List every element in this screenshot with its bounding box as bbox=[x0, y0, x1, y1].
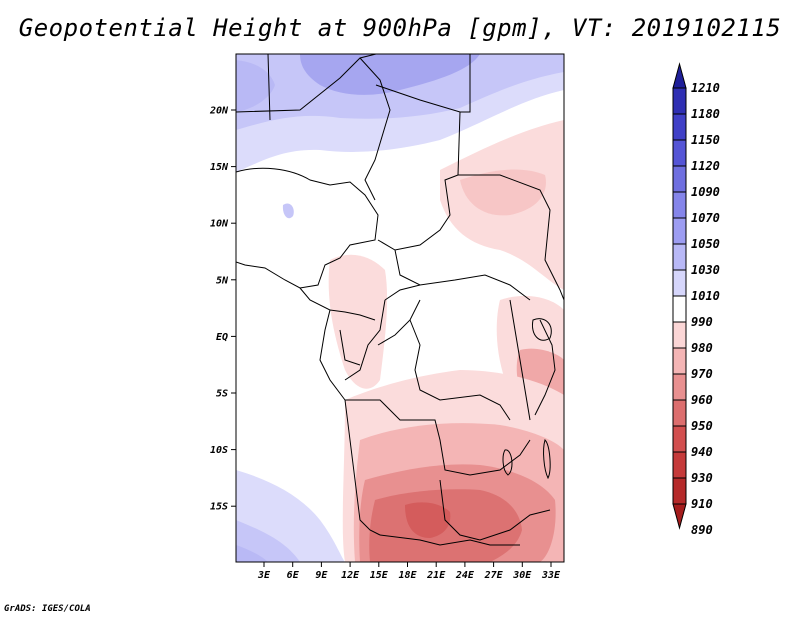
legend-swatch bbox=[672, 217, 687, 245]
legend-label: 990 bbox=[691, 315, 713, 329]
legend-swatch bbox=[672, 425, 687, 453]
legend-swatch bbox=[672, 295, 687, 323]
map-frame bbox=[235, 53, 565, 563]
lat-label: 10S bbox=[210, 445, 228, 456]
legend-label: 1050 bbox=[691, 237, 720, 251]
legend-swatch bbox=[672, 451, 687, 479]
legend-label: 1210 bbox=[691, 81, 720, 95]
legend-swatch bbox=[672, 373, 687, 401]
lon-label: 9E bbox=[315, 570, 328, 581]
legend-swatch bbox=[672, 165, 687, 193]
legend-swatch bbox=[672, 269, 687, 297]
color-legend: 1210 1180 1150 1120 1090 1070 1050 1030 1010 990 9… bbox=[672, 62, 720, 537]
lon-label: 24E bbox=[455, 570, 475, 581]
legend-swatch bbox=[672, 139, 687, 167]
legend-label: 890 bbox=[691, 523, 713, 537]
latitude-axis: 20N 15N 10N 5N EQ 5S 10S 15S bbox=[209, 106, 236, 513]
legend-label: 950 bbox=[691, 419, 713, 433]
legend-label: 960 bbox=[691, 393, 713, 407]
legend-label: 1180 bbox=[691, 107, 720, 121]
lat-label: 5N bbox=[216, 275, 229, 286]
lon-label: 21E bbox=[426, 570, 446, 581]
lon-label: 15E bbox=[370, 570, 389, 581]
lat-label: 15S bbox=[210, 502, 228, 513]
legend-label: 1030 bbox=[691, 263, 720, 277]
country-boundaries bbox=[236, 54, 564, 546]
legend-label: 970 bbox=[691, 367, 713, 381]
lon-label: 33E bbox=[541, 570, 561, 581]
legend-label: 1120 bbox=[691, 159, 720, 173]
legend-swatch bbox=[672, 113, 687, 141]
legend-swatch bbox=[672, 243, 687, 271]
legend-label: 1070 bbox=[691, 211, 720, 225]
lon-label: 27E bbox=[484, 570, 504, 581]
legend-label: 910 bbox=[691, 497, 713, 511]
height-field bbox=[236, 54, 564, 562]
legend-swatch bbox=[672, 477, 687, 505]
lakes bbox=[502, 318, 552, 480]
legend-label: 1150 bbox=[691, 133, 720, 147]
longitude-axis: 3E 6E 9E 12E 15E 18E 21E 24E 27E 30E 33E bbox=[257, 562, 561, 581]
legend-label: 930 bbox=[691, 471, 713, 485]
lon-label: 6E bbox=[287, 570, 300, 581]
lat-label: 20N bbox=[209, 106, 229, 117]
grads-credit: GrADS: IGES/COLA bbox=[4, 604, 91, 614]
legend-swatch bbox=[672, 399, 687, 427]
legend-swatch bbox=[672, 321, 687, 349]
map-title: Geopotential Height at 900hPa [gpm], VT:… bbox=[18, 14, 782, 42]
legend-top-arrow bbox=[672, 62, 687, 89]
legend-label: 1090 bbox=[691, 185, 720, 199]
legend-swatch bbox=[672, 347, 687, 375]
lon-label: 30E bbox=[512, 570, 532, 581]
lat-label: 10N bbox=[210, 219, 229, 230]
lat-label: 5S bbox=[216, 389, 228, 400]
lon-label: 3E bbox=[257, 570, 271, 581]
legend-label: 1010 bbox=[691, 289, 720, 303]
legend-label: 980 bbox=[691, 341, 713, 355]
lon-label: 12E bbox=[341, 570, 360, 581]
lat-label: 15N bbox=[210, 162, 229, 173]
legend-label: 940 bbox=[691, 445, 713, 459]
lat-label: EQ bbox=[216, 332, 228, 343]
legend-swatch bbox=[672, 191, 687, 219]
lon-label: 18E bbox=[398, 570, 417, 581]
legend-bottom-arrow bbox=[672, 503, 687, 530]
legend-swatch bbox=[672, 87, 687, 115]
